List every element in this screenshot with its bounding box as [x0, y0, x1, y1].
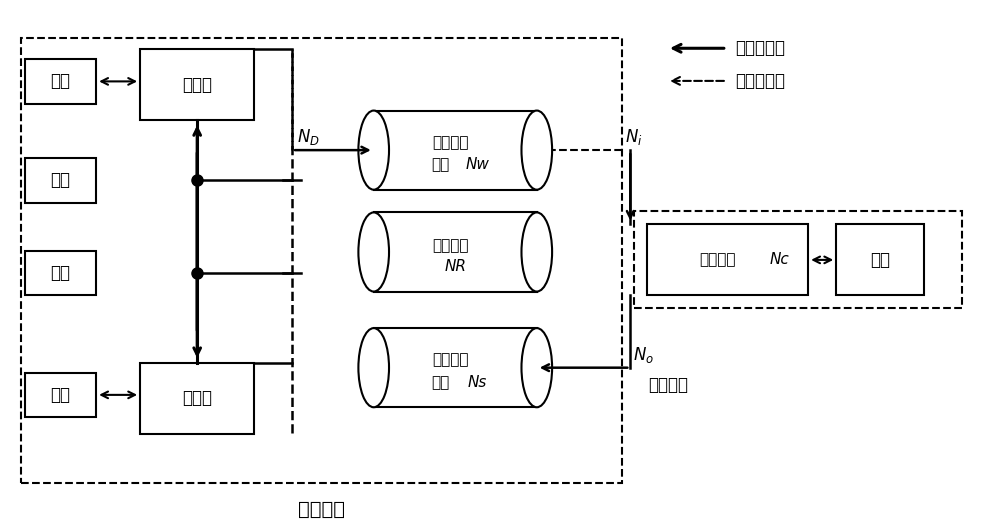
Text: 电池: 电池: [431, 157, 449, 172]
Ellipse shape: [358, 212, 389, 291]
Ellipse shape: [358, 111, 389, 190]
Text: 用户: 用户: [50, 386, 70, 404]
Bar: [836, 224, 924, 296]
Bar: [25, 59, 96, 104]
Text: 充电模块: 充电模块: [700, 253, 736, 267]
Bar: [25, 373, 96, 417]
Ellipse shape: [521, 212, 552, 291]
Ellipse shape: [521, 111, 552, 190]
Text: 完成充电: 完成充电: [432, 352, 469, 367]
Text: 电网: 电网: [870, 251, 890, 269]
Text: 用户: 用户: [50, 171, 70, 189]
Text: Ns: Ns: [467, 375, 487, 390]
Bar: [140, 363, 254, 434]
Text: $N_o$: $N_o$: [633, 345, 654, 365]
Ellipse shape: [358, 328, 389, 407]
Text: 换电点: 换电点: [182, 389, 212, 407]
Text: 电池运营: 电池运营: [298, 499, 345, 519]
Text: $N_D$: $N_D$: [297, 127, 320, 147]
Bar: [140, 49, 254, 121]
Text: 正向供应链: 正向供应链: [735, 39, 785, 57]
Bar: [21, 38, 622, 483]
Polygon shape: [374, 111, 537, 190]
Bar: [647, 224, 808, 296]
Text: 等待充电: 等待充电: [432, 135, 469, 150]
Bar: [634, 212, 962, 308]
Polygon shape: [374, 328, 537, 407]
Bar: [25, 158, 96, 203]
Text: 反向供应链: 反向供应链: [735, 72, 785, 90]
Text: NR: NR: [444, 259, 466, 275]
Text: 电池: 电池: [431, 375, 449, 390]
Text: 换电点: 换电点: [182, 76, 212, 94]
Ellipse shape: [521, 328, 552, 407]
Text: Nw: Nw: [465, 157, 489, 172]
Text: 优化充电: 优化充电: [648, 376, 688, 395]
Bar: [25, 251, 96, 296]
Text: 用户: 用户: [50, 264, 70, 282]
Text: $N_i$: $N_i$: [625, 127, 643, 147]
Text: Nc: Nc: [770, 253, 789, 267]
Text: 备用电池: 备用电池: [432, 238, 469, 254]
Polygon shape: [374, 212, 537, 291]
Text: 用户: 用户: [50, 72, 70, 91]
